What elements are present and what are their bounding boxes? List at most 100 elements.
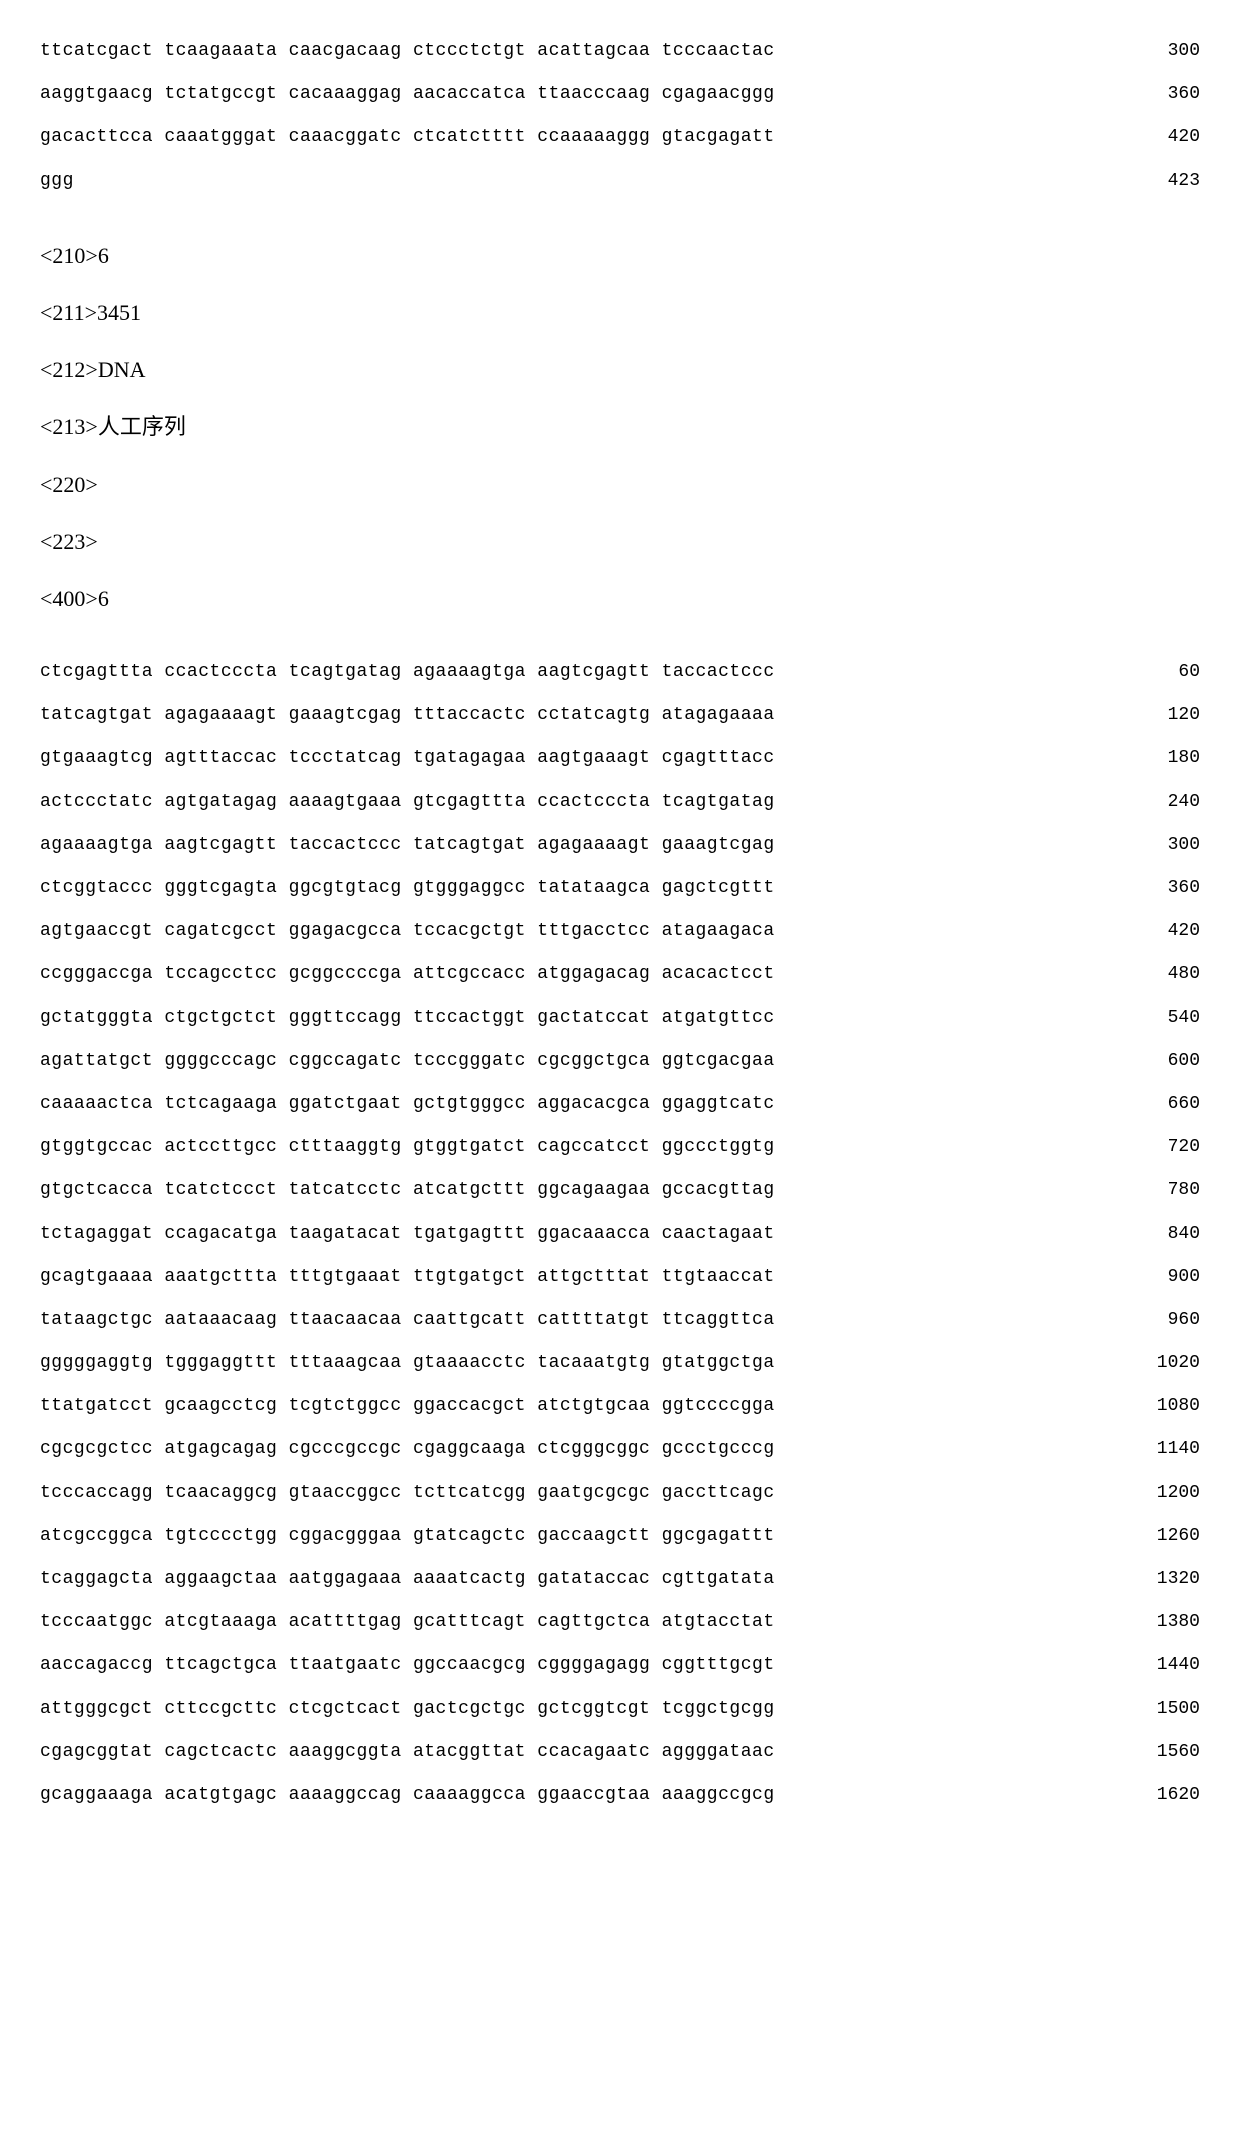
sequence-position: 60 xyxy=(1130,651,1200,694)
sequence-line: agaaaagtga aagtcgagtt taccactccc tatcagt… xyxy=(40,824,1200,867)
sequence-line: gctatgggta ctgctgctct gggttccagg ttccact… xyxy=(40,997,1200,1040)
sequence-line: gcaggaaaga acatgtgagc aaaaggccag caaaagg… xyxy=(40,1774,1200,1817)
sequence-text: caaaaactca tctcagaaga ggatctgaat gctgtgg… xyxy=(40,1083,775,1126)
sequence-text: tctagaggat ccagacatga taagatacat tgatgag… xyxy=(40,1213,775,1256)
sequence-text: gcaggaaaga acatgtgagc aaaaggccag caaaagg… xyxy=(40,1774,775,1817)
sequence-position: 1500 xyxy=(1130,1688,1200,1731)
sequence-text: gctatgggta ctgctgctct gggttccagg ttccact… xyxy=(40,997,775,1040)
sequence-position: 420 xyxy=(1130,910,1200,953)
sequence-headers: <210>6<211>3451<212>DNA<213>人工序列<220><22… xyxy=(40,227,1200,627)
sequence-line: gacacttcca caaatgggat caaacggatc ctcatct… xyxy=(40,116,1200,159)
sequence-line: gggggaggtg tgggaggttt tttaaagcaa gtaaaac… xyxy=(40,1342,1200,1385)
sequence-line: tataagctgc aataaacaag ttaacaacaa caattgc… xyxy=(40,1299,1200,1342)
sequence-line: agattatgct ggggcccagc cggccagatc tcccggg… xyxy=(40,1040,1200,1083)
sequence-text: tataagctgc aataaacaag ttaacaacaa caattgc… xyxy=(40,1299,775,1342)
sequence-text: agattatgct ggggcccagc cggccagatc tcccggg… xyxy=(40,1040,775,1083)
sequence-position: 900 xyxy=(1130,1256,1200,1299)
header-tag: <211>3451 xyxy=(40,284,1200,341)
header-tag: <220> xyxy=(40,456,1200,513)
sequence-text: tcaggagcta aggaagctaa aatggagaaa aaaatca… xyxy=(40,1558,775,1601)
sequence-text: gcagtgaaaa aaatgcttta tttgtgaaat ttgtgat… xyxy=(40,1256,775,1299)
sequence-position: 240 xyxy=(1130,781,1200,824)
sequence-text: cgagcggtat cagctcactc aaaggcggta atacggt… xyxy=(40,1731,775,1774)
sequence-text: actccctatc agtgatagag aaaagtgaaa gtcgagt… xyxy=(40,781,775,824)
sequence-text: tatcagtgat agagaaaagt gaaagtcgag tttacca… xyxy=(40,694,775,737)
sequence-position: 540 xyxy=(1130,997,1200,1040)
sequence-line: actccctatc agtgatagag aaaagtgaaa gtcgagt… xyxy=(40,781,1200,824)
sequence-line: caaaaactca tctcagaaga ggatctgaat gctgtgg… xyxy=(40,1083,1200,1126)
sequence-position: 480 xyxy=(1130,953,1200,996)
sequence-text: gtgctcacca tcatctccct tatcatcctc atcatgc… xyxy=(40,1169,775,1212)
sequence-line: cgagcggtat cagctcactc aaaggcggta atacggt… xyxy=(40,1731,1200,1774)
sequence-text: gtggtgccac actccttgcc ctttaaggtg gtggtga… xyxy=(40,1126,775,1169)
sequence-text: gtgaaagtcg agtttaccac tccctatcag tgataga… xyxy=(40,737,775,780)
sequence-position: 120 xyxy=(1130,694,1200,737)
sequence-line: tcccaatggc atcgtaaaga acattttgag gcatttc… xyxy=(40,1601,1200,1644)
sequence-position: 1080 xyxy=(1130,1385,1200,1428)
sequence-text: tcccaccagg tcaacaggcg gtaaccggcc tcttcat… xyxy=(40,1472,775,1515)
sequence-line: gtgaaagtcg agtttaccac tccctatcag tgataga… xyxy=(40,737,1200,780)
sequence-position: 660 xyxy=(1130,1083,1200,1126)
header-tag: <213>人工序列 xyxy=(40,398,1200,455)
sequence-position: 960 xyxy=(1130,1299,1200,1342)
sequence-position: 1260 xyxy=(1130,1515,1200,1558)
sequence-text: aaggtgaacg tctatgccgt cacaaaggag aacacca… xyxy=(40,73,775,116)
sequence-text: gacacttcca caaatgggat caaacggatc ctcatct… xyxy=(40,116,775,159)
sequence-position: 1440 xyxy=(1130,1644,1200,1687)
sequence-position: 1380 xyxy=(1130,1601,1200,1644)
sequence-position: 1320 xyxy=(1130,1558,1200,1601)
sequence-text: agaaaagtga aagtcgagtt taccactccc tatcagt… xyxy=(40,824,775,867)
sequence-line: attgggcgct cttccgcttc ctcgctcact gactcgc… xyxy=(40,1688,1200,1731)
sequence-line: tcccaccagg tcaacaggcg gtaaccggcc tcttcat… xyxy=(40,1472,1200,1515)
sequence-line: ttcatcgact tcaagaaata caacgacaag ctccctc… xyxy=(40,30,1200,73)
sequence-position: 300 xyxy=(1130,30,1200,73)
sequence-position: 423 xyxy=(1130,160,1200,203)
sequence-position: 360 xyxy=(1130,867,1200,910)
sequence-position: 1020 xyxy=(1130,1342,1200,1385)
header-tag: <400>6 xyxy=(40,570,1200,627)
sequence-text: aaccagaccg ttcagctgca ttaatgaatc ggccaac… xyxy=(40,1644,775,1687)
sequence-text: tcccaatggc atcgtaaaga acattttgag gcatttc… xyxy=(40,1601,775,1644)
sequence-line: aaccagaccg ttcagctgca ttaatgaatc ggccaac… xyxy=(40,1644,1200,1687)
header-tag: <210>6 xyxy=(40,227,1200,284)
sequence-position: 1140 xyxy=(1130,1428,1200,1471)
sequence-line: tatcagtgat agagaaaagt gaaagtcgag tttacca… xyxy=(40,694,1200,737)
sequence-line: atcgccggca tgtcccctgg cggacgggaa gtatcag… xyxy=(40,1515,1200,1558)
sequence-position: 600 xyxy=(1130,1040,1200,1083)
sequence-line: ccgggaccga tccagcctcc gcggccccga attcgcc… xyxy=(40,953,1200,996)
sequence-text: ggg xyxy=(40,160,74,203)
sequence-position: 360 xyxy=(1130,73,1200,116)
sequence-line: ctcgagttta ccactcccta tcagtgatag agaaaag… xyxy=(40,651,1200,694)
sequence-position: 780 xyxy=(1130,1169,1200,1212)
sequence-text: gggggaggtg tgggaggttt tttaaagcaa gtaaaac… xyxy=(40,1342,775,1385)
sequence-text: ttcatcgact tcaagaaata caacgacaag ctccctc… xyxy=(40,30,775,73)
sequence-text: ccgggaccga tccagcctcc gcggccccga attcgcc… xyxy=(40,953,775,996)
sequence-line: ggg 423 xyxy=(40,160,1200,203)
header-tag: <223> xyxy=(40,513,1200,570)
header-tag: <212>DNA xyxy=(40,341,1200,398)
sequence-text: agtgaaccgt cagatcgcct ggagacgcca tccacgc… xyxy=(40,910,775,953)
top-sequence-block: ttcatcgact tcaagaaata caacgacaag ctccctc… xyxy=(40,30,1200,203)
sequence-line: ttatgatcct gcaagcctcg tcgtctggcc ggaccac… xyxy=(40,1385,1200,1428)
sequence-position: 1200 xyxy=(1130,1472,1200,1515)
sequence-line: gcagtgaaaa aaatgcttta tttgtgaaat ttgtgat… xyxy=(40,1256,1200,1299)
sequence-line: tctagaggat ccagacatga taagatacat tgatgag… xyxy=(40,1213,1200,1256)
sequence-text: ctcgagttta ccactcccta tcagtgatag agaaaag… xyxy=(40,651,775,694)
sequence-text: attgggcgct cttccgcttc ctcgctcact gactcgc… xyxy=(40,1688,775,1731)
sequence-line: agtgaaccgt cagatcgcct ggagacgcca tccacgc… xyxy=(40,910,1200,953)
sequence-line: tcaggagcta aggaagctaa aatggagaaa aaaatca… xyxy=(40,1558,1200,1601)
sequence-position: 720 xyxy=(1130,1126,1200,1169)
sequence-position: 180 xyxy=(1130,737,1200,780)
sequence-line: gtgctcacca tcatctccct tatcatcctc atcatgc… xyxy=(40,1169,1200,1212)
sequence-line: gtggtgccac actccttgcc ctttaaggtg gtggtga… xyxy=(40,1126,1200,1169)
sequence-line: ctcggtaccc gggtcgagta ggcgtgtacg gtgggag… xyxy=(40,867,1200,910)
sequence-line: cgcgcgctcc atgagcagag cgcccgccgc cgaggca… xyxy=(40,1428,1200,1471)
main-sequence-block: ctcgagttta ccactcccta tcagtgatag agaaaag… xyxy=(40,651,1200,1817)
sequence-position: 1560 xyxy=(1130,1731,1200,1774)
sequence-position: 1620 xyxy=(1130,1774,1200,1817)
sequence-line: aaggtgaacg tctatgccgt cacaaaggag aacacca… xyxy=(40,73,1200,116)
sequence-position: 420 xyxy=(1130,116,1200,159)
sequence-text: atcgccggca tgtcccctgg cggacgggaa gtatcag… xyxy=(40,1515,775,1558)
sequence-position: 300 xyxy=(1130,824,1200,867)
sequence-position: 840 xyxy=(1130,1213,1200,1256)
